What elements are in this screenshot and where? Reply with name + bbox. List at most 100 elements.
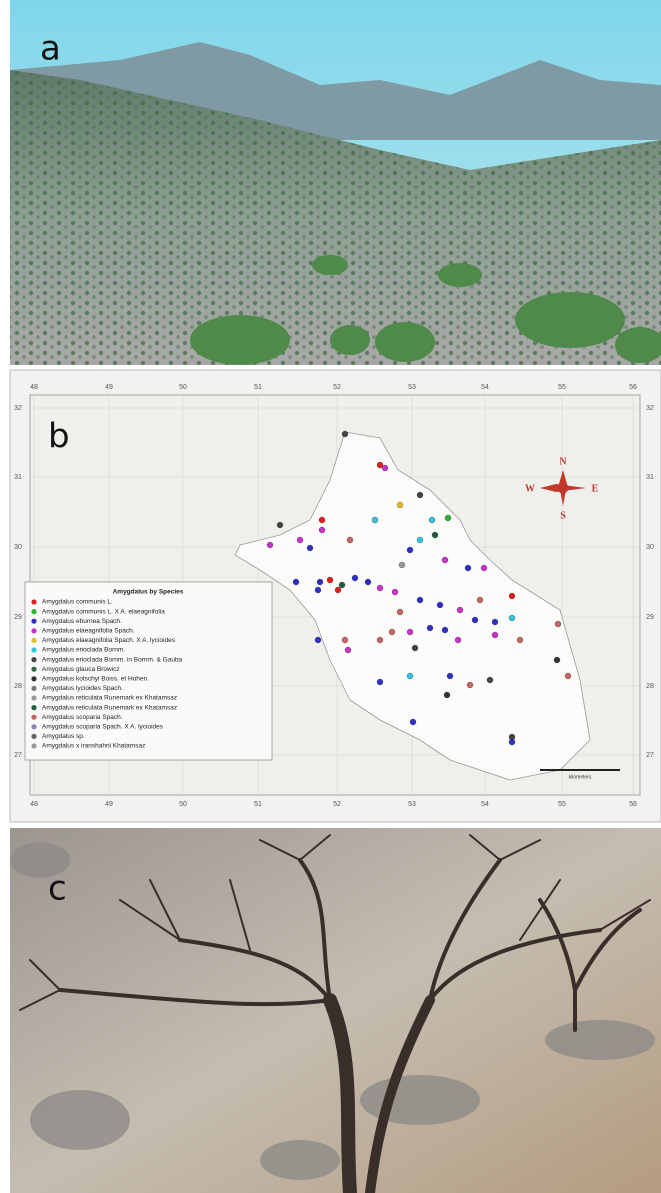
legend-entry: Amygdalus sp. [42, 733, 85, 740]
occurrence-point [347, 537, 353, 543]
occurrence-point [427, 625, 433, 631]
longitude-label: 49 [105, 801, 113, 808]
legend-marker [31, 657, 36, 662]
legend-entry: Amygdalus lycioides Spach. [42, 685, 123, 692]
legend-entry: Amygdalus glauca Browicz [42, 666, 120, 673]
occurrence-point [472, 617, 478, 623]
legend-entry: Amygdalus communis L. [42, 599, 113, 606]
legend-entry: Amygdalus erioclada Bornm. in Bornm. & G… [42, 656, 183, 663]
occurrence-point [352, 575, 358, 581]
legend-entry: Amygdalus x iranshahrii Khatamsaz [42, 743, 145, 750]
occurrence-point [317, 579, 323, 585]
occurrence-point [447, 673, 453, 679]
compass-w: W [525, 483, 535, 494]
legend-marker [31, 705, 36, 710]
occurrence-point [417, 597, 423, 603]
latitude-label: 32 [646, 405, 654, 412]
latitude-label: 27 [646, 752, 654, 759]
longitude-label: 53 [408, 801, 416, 808]
legend-entry: Amygdalus scoparia Spach. [42, 714, 123, 721]
legend-title: Amygdalus by Species [113, 589, 184, 596]
occurrence-point [412, 645, 418, 651]
latitude-label: 31 [646, 474, 654, 481]
legend-entry: Amygdalus communis L. X A. elaeagnifolia [42, 608, 165, 615]
compass-e: E [592, 483, 599, 494]
occurrence-point [565, 673, 571, 679]
latitude-label: 29 [646, 614, 654, 621]
legend-marker [31, 599, 36, 604]
legend-marker [31, 715, 36, 720]
legend-entry: Amygdalus reticulata Runemark ex Khatams… [42, 704, 177, 711]
latitude-label: 32 [14, 405, 22, 412]
occurrence-point [445, 515, 451, 521]
legend-entry: Amygdalus reticulata Runemark ex Khatams… [42, 695, 177, 702]
occurrence-point [444, 692, 450, 698]
occurrence-point [297, 537, 303, 543]
occurrence-point [509, 593, 515, 599]
occurrence-point [442, 557, 448, 563]
panel-label: c [48, 869, 67, 909]
longitude-label: 51 [254, 801, 262, 808]
legend-marker [31, 667, 36, 672]
longitude-label: 55 [558, 801, 566, 808]
occurrence-point [442, 627, 448, 633]
panel-label: b [48, 417, 70, 457]
occurrence-point [407, 629, 413, 635]
occurrence-point [509, 615, 515, 621]
occurrence-point [377, 679, 383, 685]
legend-marker [31, 628, 36, 633]
legend-entry: Amygdalus elaeagnifolia Spach. [42, 628, 135, 635]
longitude-label: 52 [333, 801, 341, 808]
longitude-label: 54 [481, 384, 489, 391]
occurrence-point [382, 465, 388, 471]
occurrence-point [345, 647, 351, 653]
occurrence-point [342, 637, 348, 643]
legend-entry: Amygdalus scoparia Spach. X A. lycioides [42, 724, 164, 731]
occurrence-point [437, 602, 443, 608]
latitude-label: 29 [14, 614, 22, 621]
occurrence-point [492, 619, 498, 625]
occurrence-point [397, 502, 403, 508]
legend-entry: Amygdalus eburnea Spach. [42, 618, 122, 625]
occurrence-point [399, 562, 405, 568]
longitude-label: 55 [558, 384, 566, 391]
longitude-label: 56 [629, 801, 637, 808]
occurrence-point [517, 637, 523, 643]
occurrence-point [377, 637, 383, 643]
occurrence-point [377, 585, 383, 591]
occurrence-point [407, 673, 413, 679]
legend-marker [31, 619, 36, 624]
longitude-label: 50 [179, 384, 187, 391]
occurrence-point [342, 431, 348, 437]
occurrence-point [417, 537, 423, 543]
scale-label: kilometers [569, 774, 592, 780]
legend-marker [31, 686, 36, 691]
occurrence-point [315, 637, 321, 643]
longitude-label: 50 [179, 801, 187, 808]
occurrence-point [307, 545, 313, 551]
compass-n: N [559, 456, 567, 467]
latitude-label: 27 [14, 752, 22, 759]
legend-entry: Amygdalus elaeagnifolia Spach. X A. lyci… [42, 637, 176, 644]
occurrence-point [365, 579, 371, 585]
occurrence-point [319, 527, 325, 533]
occurrence-point [267, 542, 273, 548]
longitude-label: 53 [408, 384, 416, 391]
legend-marker [31, 647, 36, 652]
occurrence-point [392, 589, 398, 595]
legend-marker [31, 676, 36, 681]
occurrence-point [467, 682, 473, 688]
occurrence-point [465, 565, 471, 571]
occurrence-point [277, 522, 283, 528]
latitude-label: 30 [14, 544, 22, 551]
occurrence-point [417, 492, 423, 498]
longitude-label: 49 [105, 384, 113, 391]
occurrence-point [372, 517, 378, 523]
occurrence-point [509, 739, 515, 745]
occurrence-point [389, 629, 395, 635]
panel-a: a [10, 0, 661, 365]
legend-marker [31, 695, 36, 700]
occurrence-point [410, 719, 416, 725]
longitude-label: 54 [481, 801, 489, 808]
legend-marker [31, 724, 36, 729]
